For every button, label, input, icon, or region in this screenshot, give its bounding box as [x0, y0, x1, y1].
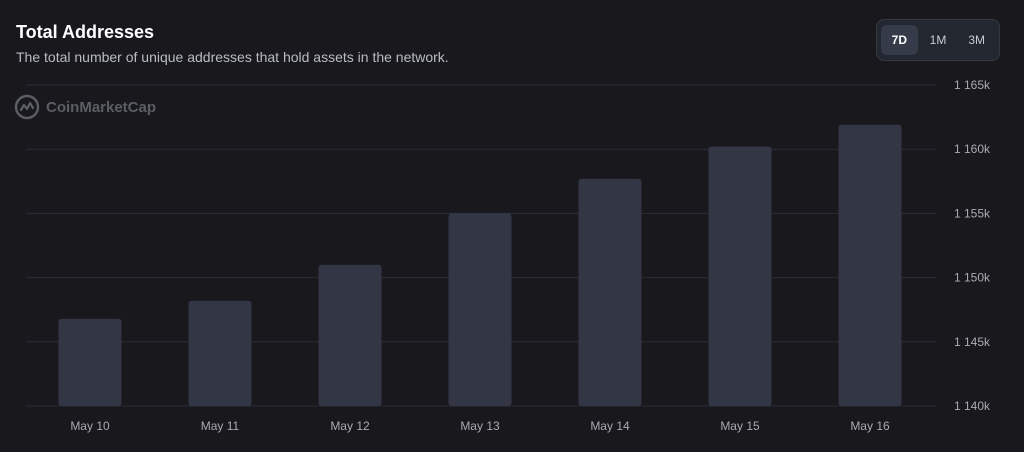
- x-tick-label: May 15: [720, 419, 760, 433]
- range-button-1m[interactable]: 1M: [929, 33, 947, 47]
- coinmarketcap-watermark: CoinMarketCap: [14, 94, 156, 120]
- bar[interactable]: [448, 213, 512, 406]
- x-tick-label: May 13: [460, 419, 500, 433]
- bars: [58, 124, 902, 406]
- y-tick-label: 1 160k: [954, 142, 991, 156]
- x-tick-label: May 12: [330, 419, 370, 433]
- x-axis-labels: May 10 May 11 May 12 May 13 May 14 May 15 May …: [70, 419, 890, 433]
- chart-subtitle: The total number of unique addresses tha…: [16, 49, 449, 65]
- x-tick-label: May 14: [590, 419, 630, 433]
- y-tick-label: 1 140k: [954, 399, 991, 413]
- y-axis-labels: 1 140k 1 145k 1 150k 1 155k 1 160k 1 165k: [954, 78, 991, 413]
- bar[interactable]: [318, 264, 382, 406]
- y-tick-label: 1 150k: [954, 271, 991, 285]
- x-tick-label: May 10: [70, 419, 110, 433]
- coinmarketcap-logo-icon: [14, 94, 40, 120]
- x-tick-label: May 11: [201, 419, 240, 433]
- range-button-3m[interactable]: 3M: [968, 33, 986, 47]
- time-range-selector: 7D 1M 3M: [876, 19, 1000, 61]
- y-tick-label: 1 155k: [954, 206, 991, 220]
- y-tick-label: 1 145k: [954, 335, 991, 349]
- bar[interactable]: [838, 124, 902, 406]
- bar[interactable]: [708, 146, 772, 406]
- bar[interactable]: [58, 318, 122, 406]
- y-tick-label: 1 165k: [954, 78, 991, 92]
- x-tick-label: May 16: [850, 419, 890, 433]
- watermark-text: CoinMarketCap: [46, 98, 157, 116]
- chart-title: Total Addresses: [16, 22, 155, 42]
- bar[interactable]: [188, 300, 252, 406]
- bar[interactable]: [578, 178, 642, 406]
- range-button-7d[interactable]: 7D: [881, 25, 918, 55]
